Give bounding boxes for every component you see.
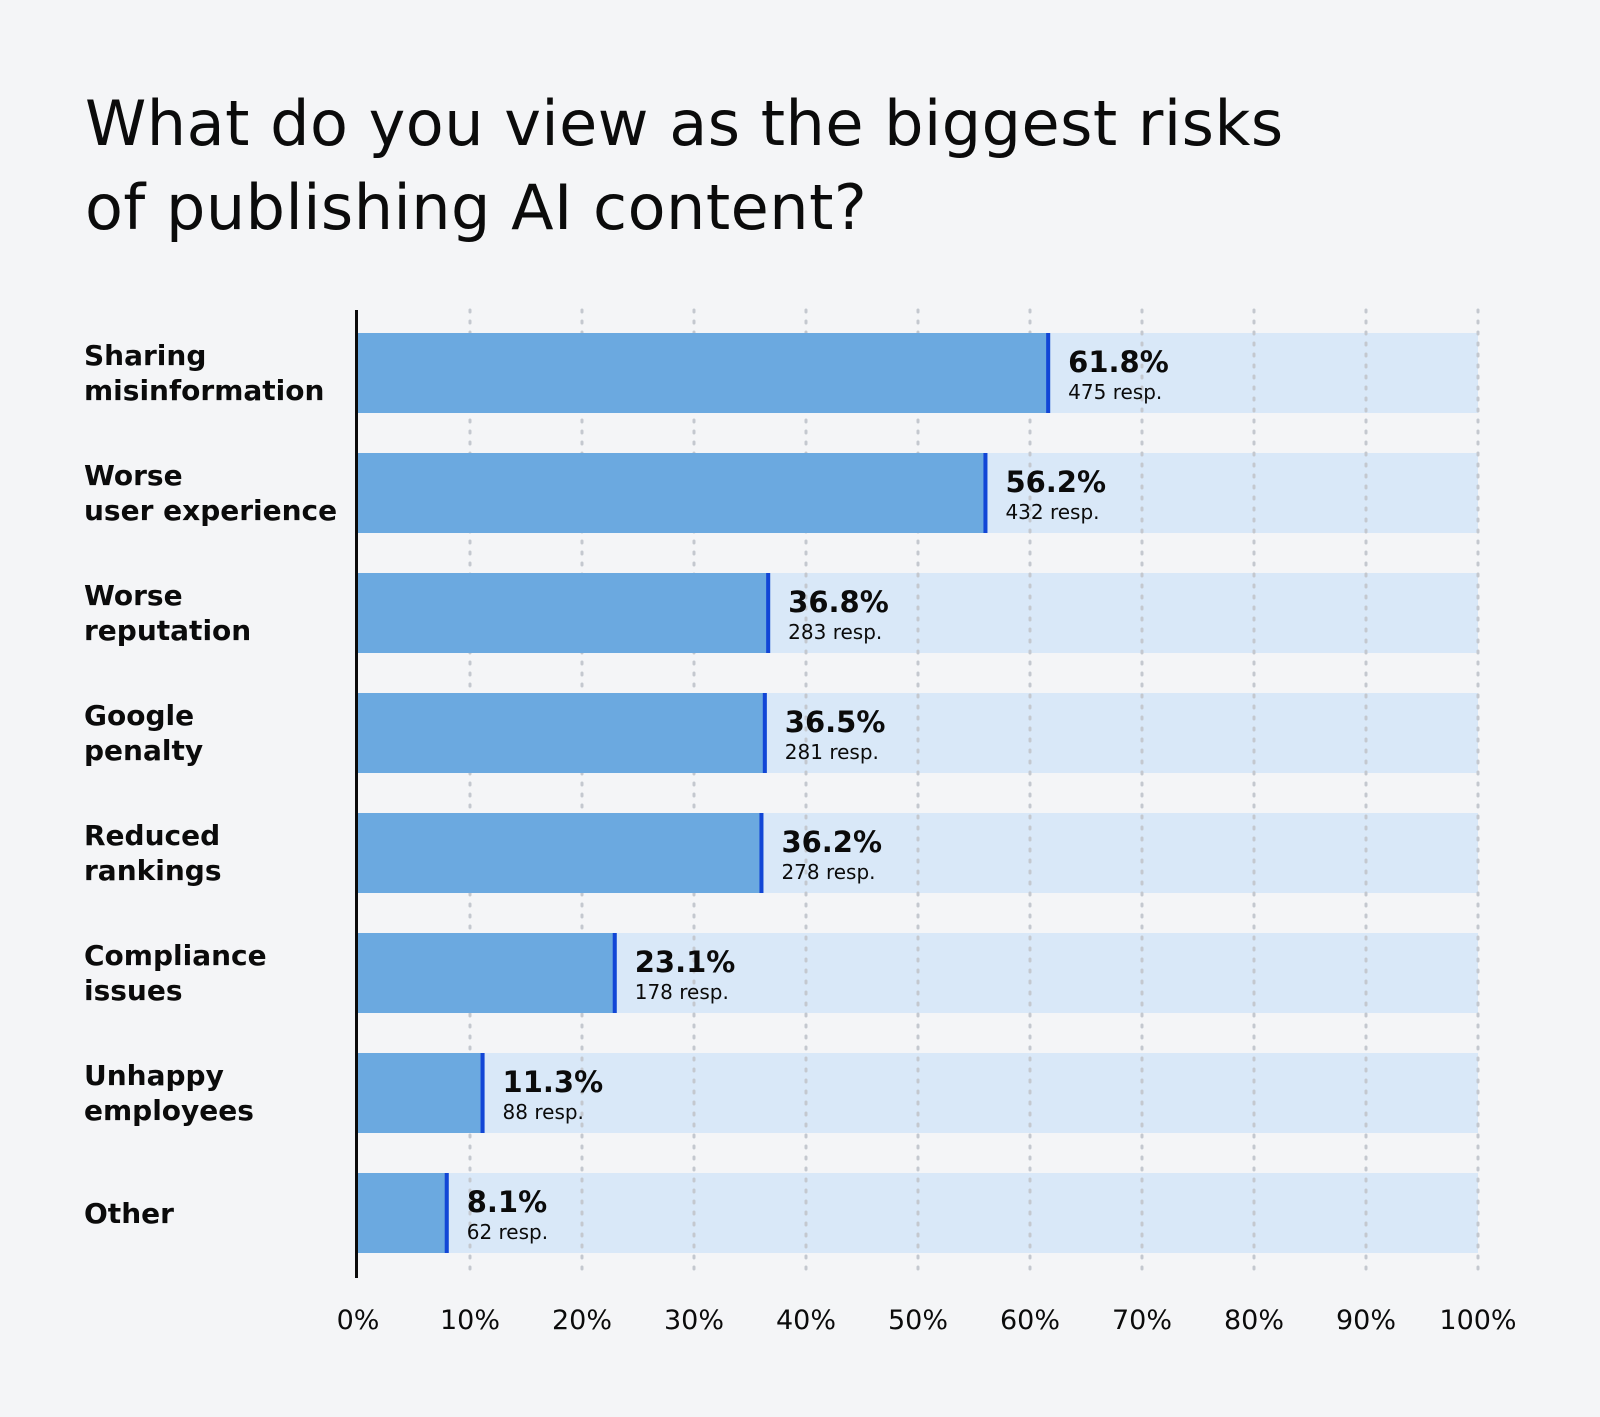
x-tick-label: 50% [888, 1305, 948, 1336]
x-tick-label: 30% [664, 1305, 724, 1336]
bar [358, 933, 617, 1013]
bar-end-marker [762, 693, 767, 773]
response-count-label: 178 resp. [635, 980, 729, 1004]
x-tick-label: 90% [1336, 1305, 1396, 1336]
bar-end-marker [444, 1173, 449, 1253]
bar [358, 573, 771, 653]
x-tick-label: 10% [440, 1305, 500, 1336]
category-label: user experience [84, 494, 337, 527]
category-label: Unhappy [84, 1059, 224, 1092]
response-count-label: 283 resp. [788, 620, 882, 644]
value-label: 23.1% [635, 945, 736, 979]
category-label: Compliance [84, 939, 267, 972]
category-label: employees [84, 1094, 254, 1127]
value-label: 11.3% [503, 1065, 604, 1099]
bar-end-marker [612, 933, 617, 1013]
chart-title-line-2: of publishing AI content? [85, 171, 868, 244]
category-label: misinformation [84, 374, 324, 407]
response-count-label: 62 resp. [467, 1220, 548, 1244]
value-label: 61.8% [1068, 345, 1169, 379]
response-count-label: 432 resp. [1005, 500, 1099, 524]
x-tick-label: 80% [1224, 1305, 1284, 1336]
bar [358, 693, 767, 773]
category-label: Other [84, 1197, 174, 1230]
bar [358, 453, 988, 533]
x-tick-label: 100% [1439, 1305, 1516, 1336]
x-tick-label: 70% [1112, 1305, 1172, 1336]
category-label: Reduced [84, 819, 220, 852]
bar [358, 333, 1051, 413]
response-count-label: 475 resp. [1068, 380, 1162, 404]
response-count-label: 88 resp. [503, 1100, 584, 1124]
category-label: Worse [84, 579, 183, 612]
value-label: 36.5% [785, 705, 886, 739]
category-label: Worse [84, 459, 183, 492]
category-label: issues [84, 974, 183, 1007]
value-label: 36.8% [788, 585, 889, 619]
x-tick-label: 0% [337, 1305, 380, 1336]
bar-end-marker [983, 453, 988, 533]
category-label: Google [84, 699, 194, 732]
x-tick-label: 40% [776, 1305, 836, 1336]
bar-end-marker [759, 813, 764, 893]
bar [358, 813, 764, 893]
value-label: 8.1% [467, 1185, 547, 1219]
chart-title-line-1: What do you view as the biggest risks [85, 87, 1284, 160]
chart-title: What do you view as the biggest risks of… [85, 82, 1485, 250]
x-tick-label: 20% [552, 1305, 612, 1336]
bar-end-marker [766, 573, 771, 653]
category-label: penalty [84, 734, 203, 767]
category-label: rankings [84, 854, 222, 887]
category-label: reputation [84, 614, 251, 647]
response-count-label: 281 resp. [785, 740, 879, 764]
value-label: 56.2% [1005, 465, 1106, 499]
bar-end-marker [1046, 333, 1051, 413]
response-count-label: 278 resp. [781, 860, 875, 884]
bar [358, 1053, 485, 1133]
bar-end-marker [480, 1053, 485, 1133]
value-label: 36.2% [781, 825, 882, 859]
bar [358, 1173, 449, 1253]
x-tick-label: 60% [1000, 1305, 1060, 1336]
category-label: Sharing [84, 339, 206, 372]
